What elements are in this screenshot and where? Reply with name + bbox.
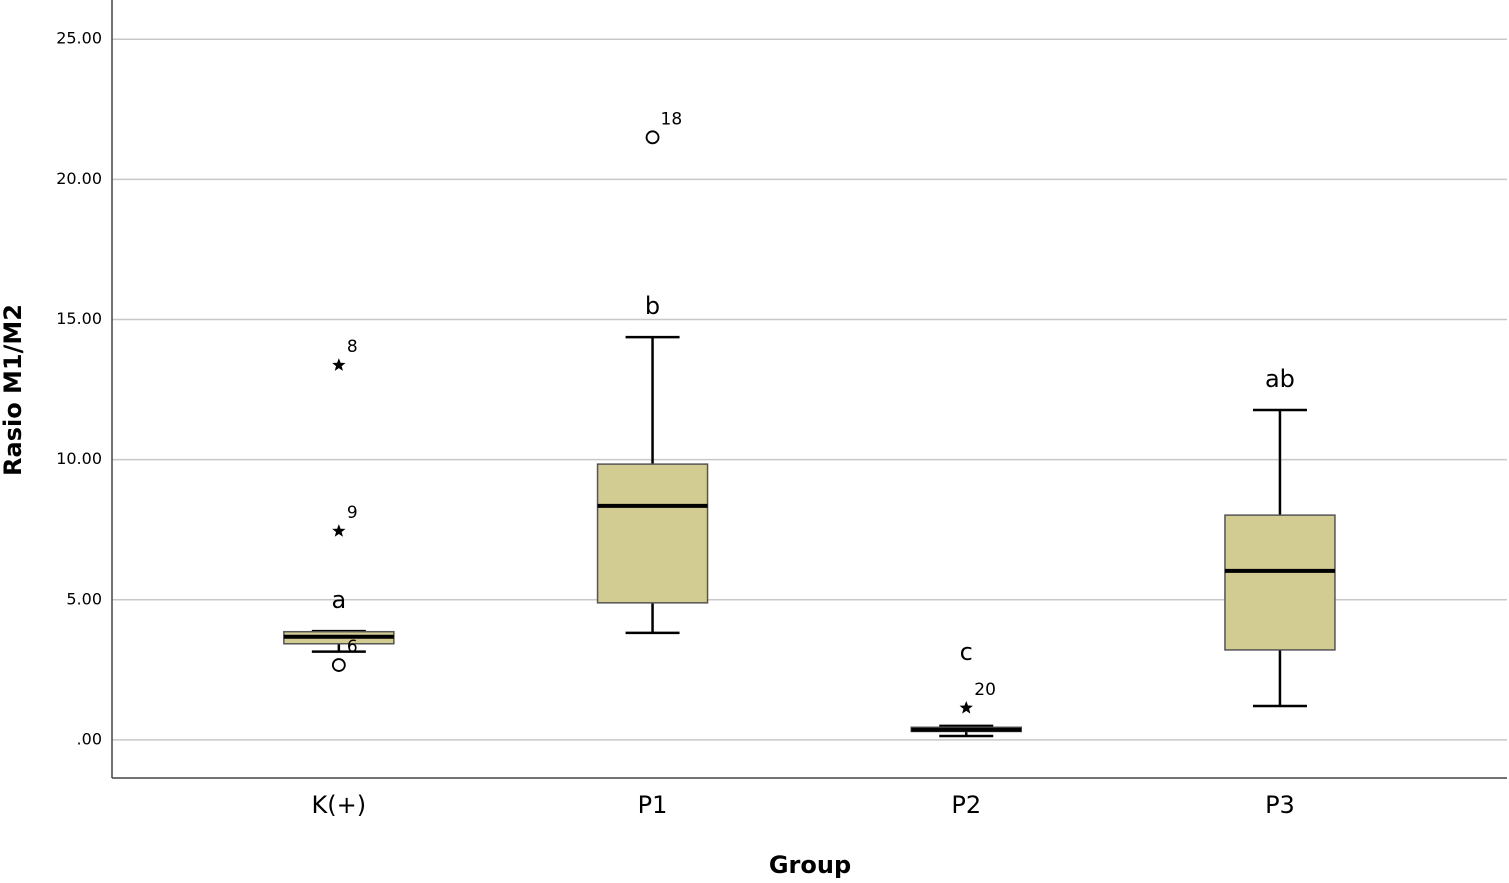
y-tick-label: 5.00 — [66, 589, 102, 608]
group-letter: c — [960, 638, 973, 666]
x-tick-label: P1 — [638, 791, 668, 819]
y-tick-label: 15.00 — [56, 309, 102, 328]
group-letter: b — [645, 292, 660, 320]
box — [1224, 514, 1336, 651]
outlier-label: 9 — [347, 503, 358, 523]
x-tick-label: P2 — [951, 791, 981, 819]
outlier — [645, 130, 660, 145]
y-axis-title: Rasio M1/M2 — [0, 304, 27, 476]
outlier-label: 6 — [347, 637, 358, 657]
x-axis-title: Group — [769, 851, 851, 879]
x-tick-label: P3 — [1265, 791, 1295, 819]
extreme-outlier — [332, 524, 346, 537]
extreme-outlier — [959, 700, 973, 714]
group-letter: ab — [1265, 365, 1295, 393]
outlier-label: 18 — [661, 109, 683, 129]
outlier-label: 20 — [974, 680, 996, 700]
group-letter: a — [331, 586, 346, 614]
x-tick-label: K(+) — [312, 791, 367, 819]
box — [596, 463, 709, 604]
extreme-outlier — [332, 358, 346, 371]
outlier-label: 8 — [347, 337, 358, 357]
y-tick-label: 25.00 — [56, 29, 102, 48]
y-tick-label: 10.00 — [56, 449, 102, 468]
outlier — [331, 658, 346, 672]
y-tick-label: .00 — [77, 729, 102, 748]
y-tick-label: 20.00 — [56, 169, 102, 188]
